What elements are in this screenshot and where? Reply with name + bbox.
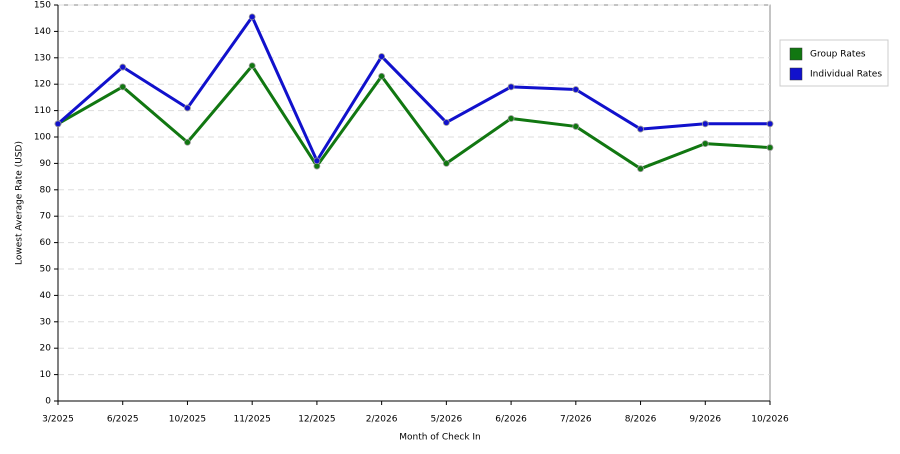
y-tick-label: 110 — [34, 106, 51, 116]
x-tick-label: 3/2025 — [42, 415, 74, 425]
plot-area — [57, 4, 771, 402]
x-tick-label: 6/2026 — [495, 415, 527, 425]
legend-swatch — [789, 67, 803, 81]
x-tick-label: 6/2025 — [107, 415, 139, 425]
y-tick-label: 0 — [45, 397, 51, 407]
y-tick-label: 150 — [34, 1, 51, 11]
data-point — [766, 144, 774, 151]
data-point — [442, 159, 450, 167]
y-tick-label: 10 — [40, 370, 52, 380]
y-tick-label: 30 — [40, 317, 52, 327]
y-tick-label: 100 — [34, 133, 51, 143]
data-point — [184, 138, 191, 146]
data-point — [119, 63, 127, 71]
data-point — [507, 83, 515, 91]
data-point — [119, 83, 127, 91]
x-tick-label: 5/2026 — [431, 415, 463, 425]
data-point — [378, 72, 386, 80]
x-tick-label: 2/2026 — [366, 415, 398, 425]
legend-swatch — [789, 47, 803, 61]
y-tick-label: 90 — [40, 159, 52, 169]
x-tick-label: 12/2025 — [298, 415, 335, 425]
x-tick-label: 9/2026 — [689, 415, 721, 425]
data-point — [637, 125, 644, 133]
data-point — [507, 115, 515, 122]
x-tick-label: 7/2026 — [560, 415, 592, 425]
x-tick-label: 8/2026 — [625, 415, 657, 425]
data-point — [184, 104, 191, 112]
data-point — [248, 62, 256, 70]
y-tick-label: 20 — [40, 344, 52, 354]
data-point — [54, 120, 62, 128]
data-point — [572, 86, 580, 93]
data-point — [378, 53, 386, 60]
data-point — [766, 120, 774, 128]
legend-label: Group Rates — [810, 50, 866, 60]
data-point — [248, 13, 256, 21]
data-point — [313, 157, 321, 165]
data-point — [701, 140, 709, 148]
legend-label: Individual Rates — [810, 70, 882, 80]
y-tick-label: 130 — [34, 53, 51, 63]
x-axis-label: Month of Check In — [399, 433, 481, 443]
data-point — [701, 120, 709, 128]
x-tick-label: 11/2025 — [233, 415, 270, 425]
y-tick-label: 120 — [34, 80, 51, 90]
y-tick-label: 50 — [40, 265, 52, 275]
y-tick-label: 140 — [34, 27, 51, 37]
x-tick-label: 10/2025 — [169, 415, 206, 425]
data-point — [637, 165, 644, 173]
series-line — [57, 64, 771, 171]
y-tick-label: 70 — [40, 212, 52, 222]
series-line — [57, 15, 770, 163]
y-axis-label: Lowest Average Rate (USD) — [15, 141, 25, 265]
y-tick-label: 80 — [40, 185, 52, 195]
y-tick-label: 40 — [40, 291, 52, 301]
data-point — [572, 123, 580, 130]
data-point — [442, 119, 450, 126]
y-tick-label: 60 — [40, 238, 52, 248]
x-tick-label: 10/2026 — [751, 415, 789, 425]
